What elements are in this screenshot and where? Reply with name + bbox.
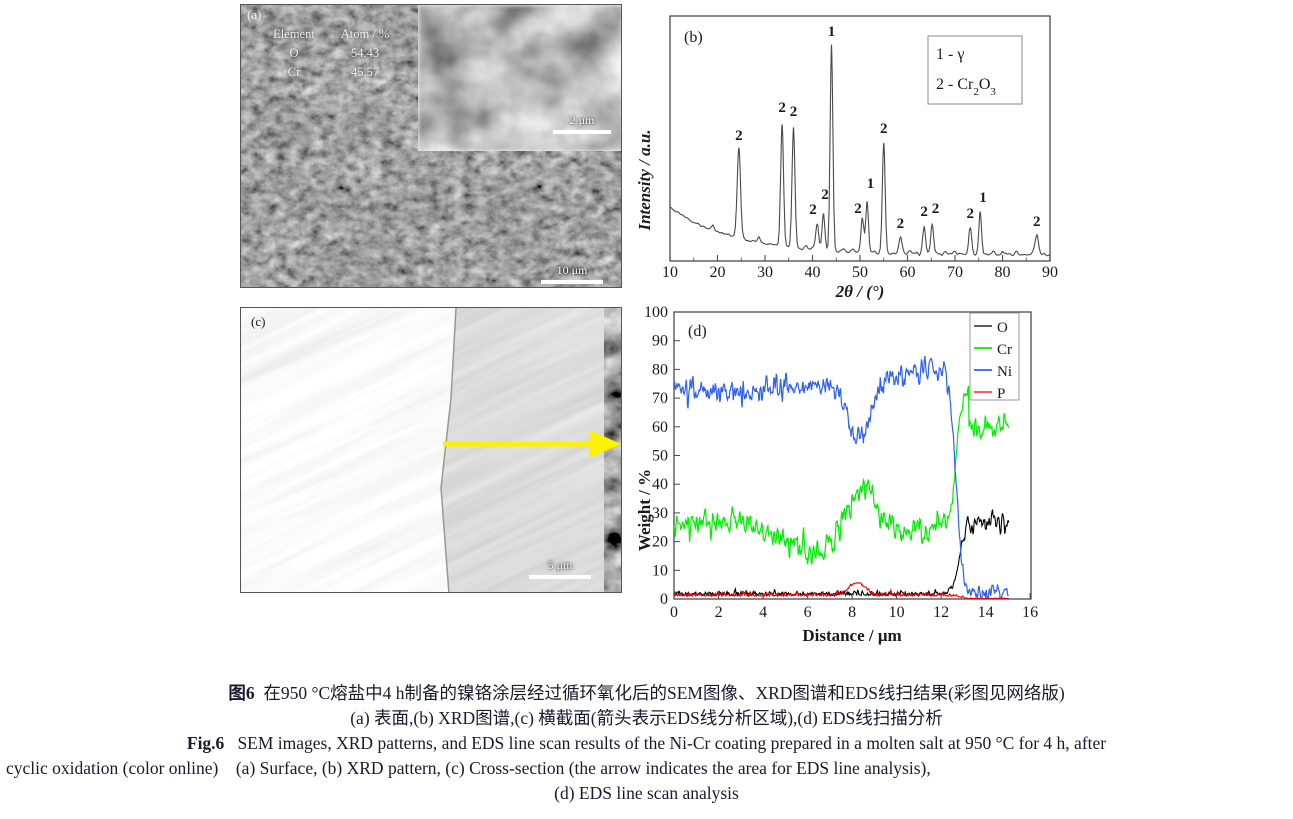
svg-text:1: 1	[867, 176, 875, 192]
svg-text:20: 20	[710, 264, 726, 281]
svg-text:60: 60	[900, 264, 916, 281]
svg-text:30: 30	[757, 264, 773, 281]
svg-text:10: 10	[889, 604, 905, 621]
svg-text:20: 20	[652, 534, 668, 551]
svg-text:(b): (b)	[684, 29, 703, 46]
svg-text:2: 2	[1033, 214, 1041, 230]
svg-text:90: 90	[1042, 264, 1058, 281]
svg-text:Ni: Ni	[997, 364, 1012, 380]
svg-text:0: 0	[660, 591, 668, 608]
svg-text:0: 0	[670, 604, 678, 621]
svg-text:12: 12	[933, 604, 949, 621]
svg-text:2: 2	[809, 202, 817, 218]
svg-text:2: 2	[966, 206, 974, 222]
svg-text:70: 70	[947, 264, 963, 281]
svg-text:40: 40	[805, 264, 821, 281]
svg-text:2: 2	[920, 204, 928, 220]
svg-text:100: 100	[644, 304, 668, 321]
svg-text:1 - γ: 1 - γ	[936, 46, 964, 63]
svg-text:30: 30	[652, 505, 668, 522]
svg-text:Distance / μm: Distance / μm	[802, 626, 901, 645]
svg-text:10: 10	[652, 562, 668, 579]
svg-text:1: 1	[979, 190, 987, 206]
svg-text:10: 10	[662, 264, 678, 281]
svg-text:P: P	[997, 386, 1005, 402]
svg-text:1: 1	[828, 24, 836, 40]
svg-text:14: 14	[978, 604, 994, 621]
svg-text:Intensity / a.u.: Intensity / a.u.	[635, 129, 654, 231]
svg-text:50: 50	[852, 264, 868, 281]
svg-text:16: 16	[1022, 604, 1038, 621]
svg-text:2: 2	[715, 604, 723, 621]
svg-text:6: 6	[804, 604, 812, 621]
svg-text:Weight / %: Weight / %	[635, 469, 654, 551]
svg-text:2: 2	[854, 201, 862, 217]
svg-text:Cr: Cr	[997, 342, 1012, 358]
svg-text:70: 70	[652, 390, 668, 407]
svg-text:2θ / (°): 2θ / (°)	[835, 282, 885, 300]
svg-text:(d): (d)	[688, 323, 707, 340]
svg-text:2: 2	[790, 104, 798, 120]
svg-text:2: 2	[821, 187, 829, 203]
svg-text:2: 2	[897, 216, 905, 232]
svg-text:2: 2	[735, 128, 743, 144]
svg-text:50: 50	[652, 448, 668, 465]
svg-text:80: 80	[995, 264, 1011, 281]
svg-text:60: 60	[652, 419, 668, 436]
svg-text:4: 4	[759, 604, 767, 621]
svg-text:O: O	[997, 320, 1008, 336]
svg-text:40: 40	[652, 476, 668, 493]
svg-text:80: 80	[652, 361, 668, 378]
svg-text:8: 8	[848, 604, 856, 621]
svg-text:90: 90	[652, 333, 668, 350]
svg-text:2: 2	[778, 100, 786, 116]
svg-text:2: 2	[932, 201, 940, 217]
svg-text:2: 2	[880, 121, 888, 137]
